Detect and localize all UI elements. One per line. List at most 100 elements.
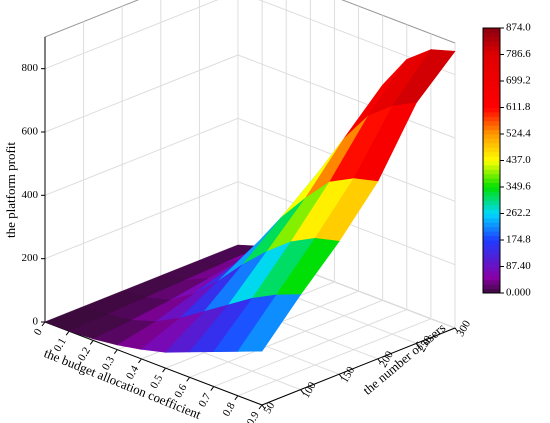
surface-cell xyxy=(237,294,302,352)
colorbar-segment xyxy=(483,138,500,144)
colorbar-tick-label: 262.2 xyxy=(506,207,531,219)
colorbar-segment xyxy=(483,248,500,254)
colorbar-segment xyxy=(483,98,500,104)
colorbar-tick-label: 87.40 xyxy=(506,260,531,272)
z-tick-label: 0 xyxy=(33,316,39,328)
colorbar-segment xyxy=(483,41,500,47)
x-tick xyxy=(186,377,191,382)
grid-line xyxy=(237,318,432,397)
x-tick-label: 0.1 xyxy=(52,336,69,354)
colorbar-segment xyxy=(483,253,500,259)
colorbar-segment xyxy=(483,129,500,135)
colorbar-tick-label: 437.0 xyxy=(506,154,531,166)
colorbar-segment xyxy=(483,213,500,219)
x-tick xyxy=(210,386,215,391)
colorbar-segment xyxy=(483,217,500,223)
colorbar-segment xyxy=(483,235,500,241)
colorbar-segment xyxy=(483,288,500,294)
grid-line xyxy=(213,309,407,388)
colorbar-tick-label: 174.8 xyxy=(506,234,531,246)
colorbar-segment xyxy=(483,58,500,64)
colorbar-tick-label: 0.000 xyxy=(506,287,531,299)
z-tick-label: 200 xyxy=(22,252,39,264)
colorbar-segment xyxy=(483,209,500,214)
x-tick-label: 0 xyxy=(32,326,45,337)
z-tick-label: 400 xyxy=(22,189,39,201)
grid-line xyxy=(237,54,456,139)
colorbar-segment xyxy=(483,231,500,237)
colorbar-segment xyxy=(483,94,500,100)
x-tick xyxy=(89,340,94,345)
grid-line xyxy=(44,181,239,260)
z-tick-label: 600 xyxy=(22,126,39,138)
colorbar-segment xyxy=(483,151,500,157)
z-axis-title: the platform profit xyxy=(3,142,18,238)
colorbar-segment xyxy=(483,262,500,267)
colorbar-tick-label: 349.6 xyxy=(506,181,531,193)
colorbar-segment xyxy=(483,187,500,192)
y-tick xyxy=(261,404,266,410)
y-tick xyxy=(300,389,305,394)
x-tick xyxy=(113,349,118,354)
colorbar: 0.000 87.40 174.8 262.2 349.6 437.0 524.4 611.8… xyxy=(482,22,531,299)
y-axis xyxy=(261,327,456,406)
colorbar-segment xyxy=(483,204,500,210)
colorbar-segment xyxy=(483,36,500,42)
colorbar-segment xyxy=(483,76,500,82)
colorbar-segment xyxy=(483,182,500,188)
colorbar-segment xyxy=(483,240,500,245)
colorbar-segment xyxy=(483,266,500,272)
y-tick xyxy=(377,358,382,364)
colorbar-segment xyxy=(483,147,500,153)
x-tick xyxy=(162,367,166,373)
colorbar-segment xyxy=(483,142,500,148)
grid-line xyxy=(44,0,219,70)
colorbar-segment xyxy=(483,111,500,117)
x-tick xyxy=(41,321,46,327)
x-tick-label: 0.9 xyxy=(245,409,263,423)
colorbar-segment xyxy=(483,54,500,60)
colorbar-segment xyxy=(483,244,500,250)
colorbar-segment xyxy=(483,178,500,184)
colorbar-segment xyxy=(483,50,500,55)
colorbar-tick-label: 699.2 xyxy=(506,75,531,87)
colorbar-tick-label: 786.6 xyxy=(506,48,531,60)
colorbar-segment xyxy=(483,81,500,86)
colorbar-segment xyxy=(483,160,500,166)
colorbar-segment xyxy=(483,125,500,131)
colorbar-segment xyxy=(483,72,500,78)
colorbar-segment xyxy=(483,222,500,228)
colorbar-segment xyxy=(483,164,500,170)
y-tick xyxy=(454,327,459,333)
colorbar-segment xyxy=(483,200,500,206)
colorbar-segment xyxy=(483,116,500,122)
colorbar-segment xyxy=(483,28,500,33)
colorbar-segment xyxy=(483,226,500,232)
grid-line xyxy=(189,299,383,378)
colorbar-segment xyxy=(483,195,500,201)
colorbar-segment xyxy=(483,173,500,179)
colorbar-segment xyxy=(483,45,500,51)
x-tick xyxy=(138,358,142,364)
colorbar-segment xyxy=(483,279,500,285)
colorbar-tick-label: 874.0 xyxy=(506,22,531,34)
colorbar-segment xyxy=(483,134,500,139)
colorbar-tick-label: 524.4 xyxy=(506,128,531,140)
colorbar-segment xyxy=(483,257,500,263)
colorbar-segment xyxy=(483,32,500,38)
colorbar-segment xyxy=(483,85,500,91)
colorbar-segment xyxy=(483,275,500,281)
x-tick xyxy=(65,330,70,336)
colorbar-segment xyxy=(483,156,500,161)
colorbar-segment xyxy=(483,191,500,197)
z-tick-label: 800 xyxy=(22,62,39,74)
x-axis xyxy=(44,321,263,406)
colorbar-segment xyxy=(483,120,500,126)
colorbar-segment xyxy=(483,169,500,175)
x-tick xyxy=(234,395,239,401)
colorbar-segment xyxy=(483,107,500,113)
grid-line xyxy=(44,117,239,196)
y-tick xyxy=(415,343,420,348)
x-tick-label: 0.8 xyxy=(220,400,238,418)
